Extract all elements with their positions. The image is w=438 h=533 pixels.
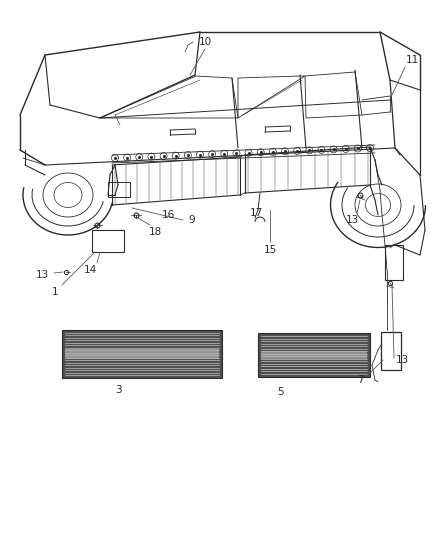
Text: 5: 5 xyxy=(277,387,283,397)
Bar xyxy=(65,349,219,359)
Text: 13: 13 xyxy=(35,270,49,280)
Text: 16: 16 xyxy=(161,210,175,220)
Text: 3: 3 xyxy=(115,385,121,395)
Text: 11: 11 xyxy=(406,55,419,65)
Text: 18: 18 xyxy=(148,227,162,237)
Bar xyxy=(381,332,401,370)
Text: 13: 13 xyxy=(346,215,359,225)
Bar xyxy=(385,245,403,280)
Text: 1: 1 xyxy=(52,287,58,297)
Text: 7: 7 xyxy=(357,375,363,385)
Text: 14: 14 xyxy=(83,265,97,275)
Bar xyxy=(261,351,367,359)
Text: 9: 9 xyxy=(189,215,195,225)
Text: 13: 13 xyxy=(396,355,409,365)
Text: 17: 17 xyxy=(249,208,263,218)
Bar xyxy=(258,333,370,377)
Bar xyxy=(108,182,130,197)
Text: 10: 10 xyxy=(198,37,212,47)
Bar xyxy=(62,330,222,378)
Text: 15: 15 xyxy=(263,245,277,255)
Bar xyxy=(92,230,124,252)
